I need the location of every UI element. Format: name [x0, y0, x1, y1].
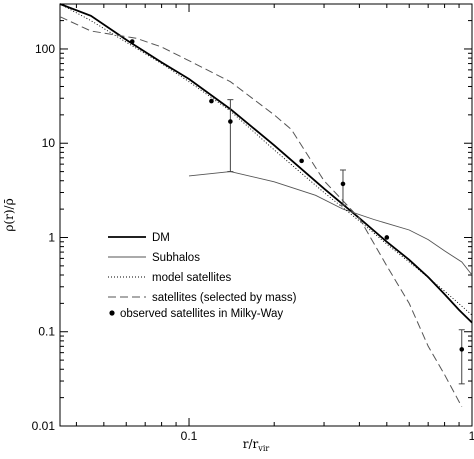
axis-tick-labels: 0.1 1 0.01 0.1 1 10 100	[32, 42, 474, 443]
x-axis-title-subscript: vir	[257, 444, 269, 453]
legend-label-subhalos: Subhalos	[152, 252, 200, 264]
observed-point	[209, 98, 214, 104]
observed-points-layer	[129, 39, 465, 385]
legend-label-model-satellites: model satellites	[152, 272, 232, 284]
x-tick-label: 1	[469, 429, 474, 443]
y-tick-label: 10	[42, 136, 56, 150]
legend-label-observed: observed satellites in Milky-Way	[120, 308, 283, 320]
y-tick-label: 0.01	[32, 419, 56, 433]
observed-point	[129, 39, 135, 44]
x-axis-title-main: r/r	[243, 437, 259, 451]
series-line-model-satellites	[59, 3, 473, 316]
y-tick-label: 100	[35, 42, 55, 56]
observed-point	[384, 235, 390, 240]
series-line-subhalos	[188, 171, 473, 276]
series-line-dm	[59, 3, 473, 324]
axis-ticks	[60, 3, 473, 427]
series-line-satellites-selected-by-mass	[59, 16, 463, 408]
x-tick-label: 0.1	[181, 429, 198, 443]
observed-point	[340, 181, 346, 187]
y-tick-label: 1	[48, 230, 55, 244]
legend: DM Subhalos model satellites satellites …	[108, 232, 297, 320]
observed-point	[459, 347, 465, 352]
legend-marker-observed	[109, 310, 115, 316]
legend-label-dm: DM	[152, 232, 170, 244]
legend-label-satellites-by-mass: satellites (selected by mass)	[152, 292, 297, 304]
y-axis-title: ρ(r)/ρ̄	[2, 198, 16, 231]
y-tick-label: 0.1	[38, 325, 55, 339]
observed-point	[228, 119, 233, 124]
series-layer	[59, 3, 473, 408]
observed-point	[299, 158, 304, 164]
plot-frame	[59, 3, 473, 427]
x-axis-title: r/rvir	[243, 437, 270, 453]
